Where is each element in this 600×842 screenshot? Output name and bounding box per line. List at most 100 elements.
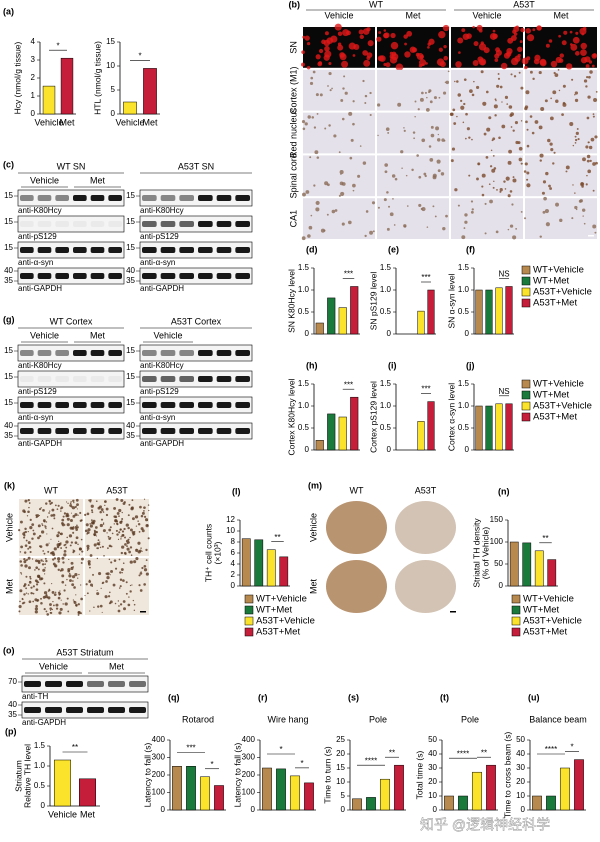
stain-dot bbox=[563, 30, 568, 35]
stain-dot bbox=[428, 145, 432, 148]
stain-dot bbox=[29, 551, 32, 554]
stain-dot bbox=[143, 568, 148, 572]
stain-dot bbox=[334, 23, 342, 31]
stain-dot bbox=[423, 172, 427, 176]
row-label: anti-α-syn bbox=[140, 413, 175, 422]
stain-dot bbox=[121, 517, 124, 520]
blot-title: A53T Striatum bbox=[56, 647, 113, 657]
stain-dot bbox=[93, 530, 97, 534]
stain-dot bbox=[63, 553, 67, 557]
micrograph bbox=[303, 112, 375, 154]
band bbox=[37, 350, 52, 356]
stain-dot bbox=[510, 57, 519, 66]
row-label: anti-GAPDH bbox=[18, 439, 62, 448]
stain-dot bbox=[54, 504, 57, 507]
stain-dot bbox=[481, 193, 485, 197]
band bbox=[198, 376, 213, 382]
stain-dot bbox=[328, 71, 332, 76]
y-tick-label: 1.0 bbox=[298, 401, 310, 410]
stain-dot bbox=[463, 102, 466, 106]
stain-dot bbox=[61, 574, 65, 578]
stain-dot bbox=[57, 557, 61, 561]
stain-dot bbox=[27, 530, 29, 533]
stain-dot bbox=[496, 84, 500, 88]
marker: 35 bbox=[126, 276, 135, 285]
stain-dot bbox=[93, 606, 95, 609]
stain-dot bbox=[39, 545, 43, 548]
y-tick-label: 8 bbox=[231, 537, 236, 546]
stain-dot bbox=[77, 543, 79, 546]
stain-dot bbox=[404, 51, 411, 58]
stain-dot bbox=[392, 198, 394, 200]
stain-dot bbox=[116, 523, 119, 526]
stain-dot bbox=[484, 202, 487, 205]
bar bbox=[186, 766, 196, 811]
stain-dot bbox=[36, 598, 40, 602]
stain-dot bbox=[131, 531, 135, 534]
stain-dot bbox=[362, 161, 367, 165]
stain-dot bbox=[350, 138, 354, 142]
marker: 35 bbox=[126, 431, 135, 440]
stain-dot bbox=[87, 562, 91, 566]
marker: 40 bbox=[4, 266, 13, 275]
stain-dot bbox=[69, 518, 73, 522]
stain-dot bbox=[543, 196, 547, 201]
stain-dot bbox=[104, 500, 106, 502]
blot-frame bbox=[139, 267, 253, 285]
stain-dot bbox=[48, 542, 50, 544]
stain-dot bbox=[503, 52, 511, 59]
stain-dot bbox=[57, 568, 60, 571]
y-tick-label: 50 bbox=[428, 735, 437, 744]
panel-label: (d) bbox=[306, 244, 318, 254]
stain-dot bbox=[27, 541, 31, 545]
sig-label: ** bbox=[389, 748, 395, 757]
row-label: anti-pS129 bbox=[140, 387, 179, 396]
stain-dot bbox=[526, 144, 530, 148]
stain-dot bbox=[357, 174, 361, 178]
stain-dot bbox=[539, 59, 547, 67]
stain-dot bbox=[42, 550, 45, 552]
stain-dot bbox=[501, 124, 506, 129]
blot-frame bbox=[139, 241, 253, 259]
stain-dot bbox=[35, 566, 39, 570]
stain-dot bbox=[442, 24, 450, 32]
stain-dot bbox=[49, 607, 52, 610]
panel-label: (b) bbox=[289, 0, 301, 9]
stain-dot bbox=[438, 31, 446, 39]
band bbox=[108, 681, 125, 687]
legend-label: A53T+Vehicle bbox=[533, 401, 592, 412]
stain-dot bbox=[429, 158, 434, 162]
stain-dot bbox=[18, 610, 21, 613]
bar bbox=[522, 542, 532, 587]
sig-label: * bbox=[570, 743, 573, 752]
stain-dot bbox=[541, 191, 545, 195]
stain-dot bbox=[75, 536, 79, 540]
stain-dot bbox=[401, 167, 403, 170]
band bbox=[179, 247, 194, 253]
stain-dot bbox=[147, 537, 150, 540]
stain-dot bbox=[438, 96, 441, 99]
stain-dot bbox=[35, 588, 39, 592]
stain-dot bbox=[77, 603, 80, 606]
stain-dot bbox=[126, 547, 130, 551]
stain-dot bbox=[338, 194, 341, 197]
y-tick-label: 0 bbox=[305, 329, 310, 338]
stain-dot bbox=[506, 103, 509, 105]
legend-swatch bbox=[511, 627, 521, 637]
stain-dot bbox=[466, 127, 470, 131]
sig-label: *** bbox=[421, 273, 430, 282]
stain-dot bbox=[390, 41, 399, 50]
band bbox=[235, 350, 250, 356]
bar bbox=[254, 539, 264, 587]
stain-dot bbox=[92, 573, 94, 576]
stain-dot bbox=[100, 587, 102, 589]
stain-dot bbox=[68, 572, 71, 575]
stain-dot bbox=[526, 183, 531, 188]
stain-dot bbox=[88, 499, 91, 502]
stain-dot bbox=[137, 523, 141, 526]
stain-dot bbox=[57, 504, 60, 507]
band bbox=[179, 402, 194, 408]
stain-dot bbox=[379, 55, 386, 62]
stain-dot bbox=[358, 29, 364, 35]
x-tick-label: Met bbox=[80, 809, 96, 819]
